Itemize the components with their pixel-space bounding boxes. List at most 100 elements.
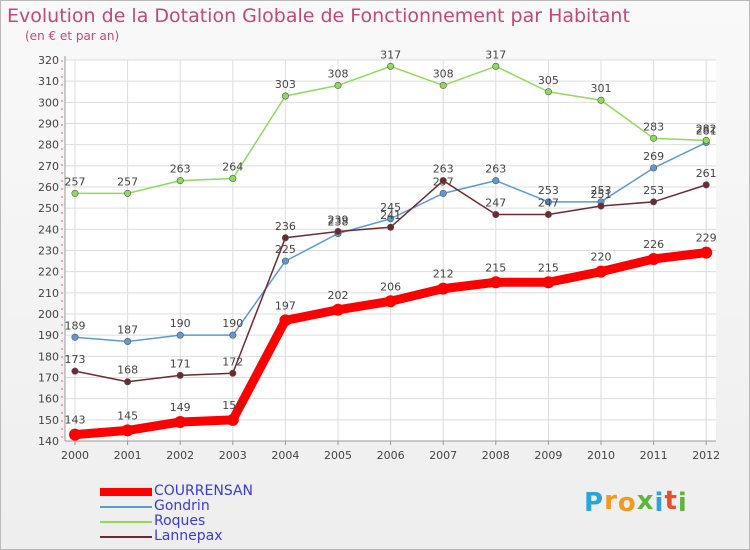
y-tick-label: 210 [38,287,59,300]
data-label-lannepax: 253 [643,184,664,197]
y-tick-label: 230 [38,245,59,258]
data-label-lannepax: 171 [170,357,191,370]
data-point-roques [387,62,395,70]
data-point-courrensan [279,314,292,327]
data-label-gondrin: 269 [643,150,664,163]
logo-letter: o [617,488,637,518]
data-point-lannepax [702,181,710,189]
data-label-roques: 308 [328,67,349,80]
y-tick-label: 220 [38,266,59,279]
data-label-courrensan: 215 [538,261,559,274]
legend-item: Roques [100,514,253,529]
data-point-gondrin [229,331,237,339]
x-tick-label: 2007 [429,449,457,462]
data-point-lannepax [229,369,237,377]
data-point-lannepax [281,234,289,242]
y-tick-label: 180 [38,350,59,363]
data-point-courrensan [595,265,607,278]
logo-letter: t [664,486,678,516]
data-label-courrensan: 143 [65,414,86,427]
data-point-lannepax [176,371,184,379]
data-point-roques [439,81,447,89]
y-tick-label: 240 [38,223,59,236]
data-point-gondrin [281,257,289,265]
data-point-lannepax [124,378,132,386]
data-label-roques: 308 [433,67,454,80]
x-tick-label: 2000 [61,449,89,462]
data-label-roques: 264 [222,161,243,174]
data-label-roques: 303 [275,78,296,91]
data-point-roques [544,88,552,96]
legend-swatch [100,505,152,508]
data-label-gondrin: 253 [538,184,559,197]
y-tick-label: 250 [38,202,59,215]
data-point-roques [597,96,605,104]
x-tick-label: 2009 [534,449,562,462]
y-tick-label: 260 [38,181,59,194]
data-label-lannepax: 247 [485,197,506,210]
x-tick-label: 2008 [482,449,510,462]
data-point-roques [229,175,237,183]
y-tick-label: 310 [38,75,59,88]
data-label-lannepax: 236 [275,220,296,233]
data-point-courrensan [121,424,134,437]
data-label-courrensan: 226 [643,238,664,251]
data-point-lannepax [544,211,552,219]
data-point-gondrin [387,215,395,223]
data-label-gondrin: 263 [485,163,506,176]
data-label-lannepax: 241 [380,209,401,222]
proxiti-logo: Proxiti [584,486,688,518]
data-point-gondrin [124,338,132,346]
data-point-gondrin [544,198,552,206]
x-tick-label: 2001 [114,449,142,462]
data-point-courrensan [174,415,187,428]
data-label-roques: 283 [643,120,664,133]
data-point-courrensan [700,246,713,259]
chart-legend: COURRENSAN Gondrin Roques Lannepax [100,484,253,544]
data-label-gondrin: 190 [170,317,191,330]
data-point-gondrin [650,164,658,172]
x-tick-label: 2006 [377,449,405,462]
logo-letter: i [677,488,688,518]
x-tick-label: 2003 [219,449,247,462]
data-label-roques: 257 [65,175,86,188]
data-point-roques [650,134,658,142]
y-tick-label: 290 [38,118,59,131]
data-label-courrensan: 206 [380,280,401,293]
data-label-lannepax: 239 [328,213,349,226]
chart-title: Evolution de la Dotation Globale de Fonc… [7,5,630,27]
data-point-courrensan [332,303,344,316]
y-tick-label: 270 [38,160,59,173]
logo-letter: r [604,486,618,516]
logo-letter: P [584,488,605,518]
chart-subtitle: (en € et par an) [25,29,120,43]
data-point-lannepax [439,177,447,185]
data-label-gondrin: 187 [117,324,138,337]
legend-label: Lannepax [154,528,223,544]
data-point-lannepax [492,211,500,219]
y-tick-label: 140 [38,435,59,448]
data-point-lannepax [334,227,342,235]
data-point-courrensan [226,413,239,426]
data-label-courrensan: 212 [433,268,454,281]
y-tick-label: 190 [38,329,59,342]
data-label-courrensan: 145 [117,409,138,422]
legend-item: COURRENSAN [100,484,253,499]
data-label-lannepax: 173 [65,353,86,366]
data-label-roques: 263 [170,163,191,176]
data-label-courrensan: 220 [591,251,612,264]
data-point-roques [71,189,79,197]
legend-label: Gondrin [154,498,210,514]
data-point-roques [492,62,500,70]
x-tick-label: 2002 [166,449,194,462]
data-label-lannepax: 168 [117,364,138,377]
data-point-roques [124,189,132,197]
data-point-courrensan [647,252,660,265]
data-label-gondrin: 238 [328,216,349,229]
data-label-gondrin: 225 [275,243,296,256]
legend-label: Roques [154,513,206,529]
x-tick-label: 2005 [324,449,352,462]
data-label-courrensan: 149 [170,401,191,414]
y-tick-label: 320 [38,54,59,67]
